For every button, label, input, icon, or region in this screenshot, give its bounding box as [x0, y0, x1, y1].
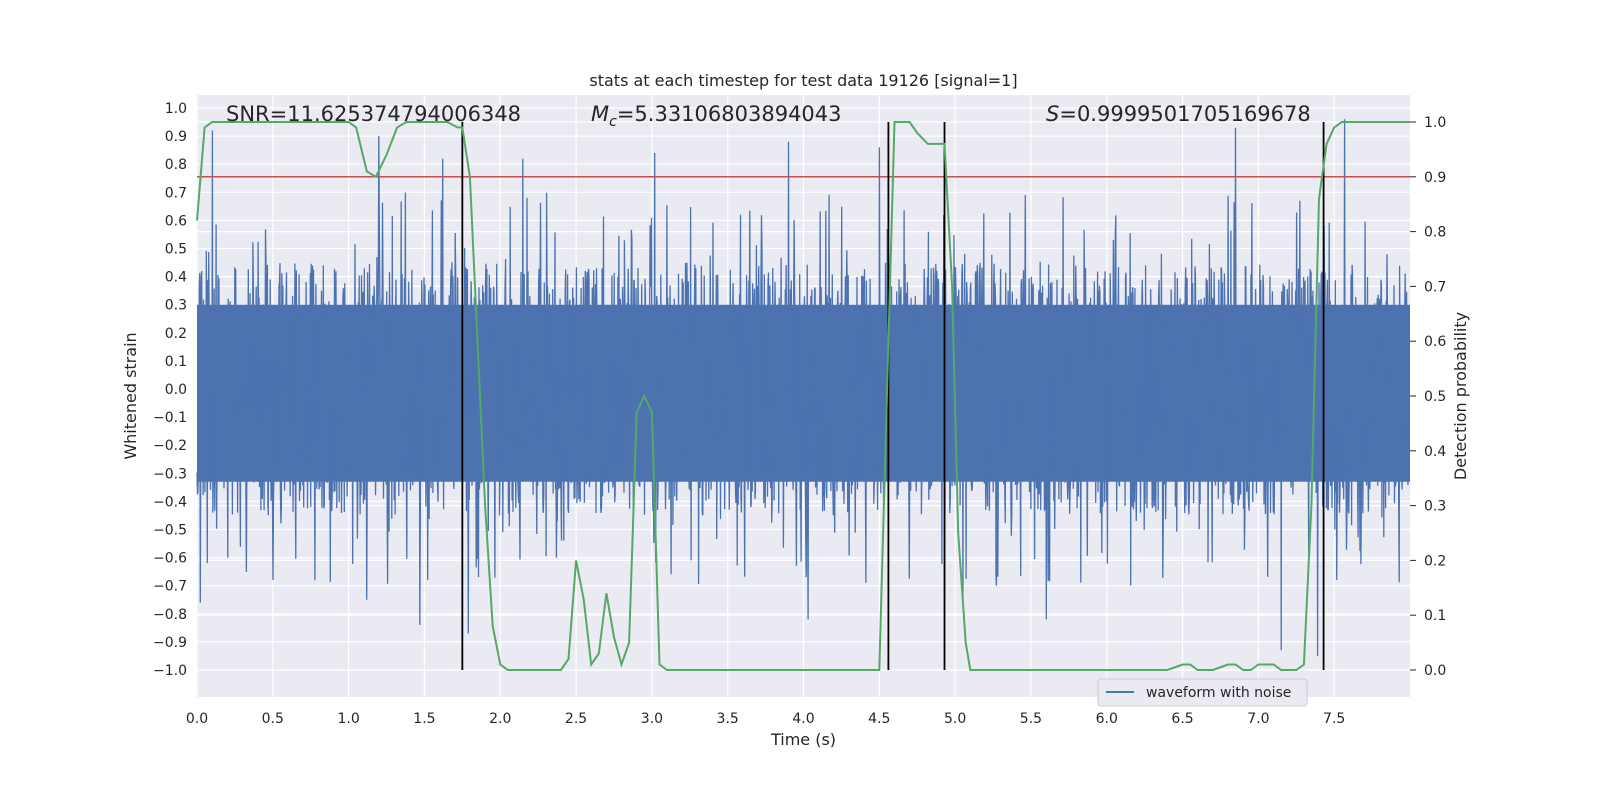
- y-left-tick-label: −0.8: [153, 607, 187, 623]
- y-right-tick-label: 0.1: [1424, 608, 1446, 624]
- legend-label: waveform with noise: [1146, 685, 1291, 701]
- s-symbol: S: [1046, 102, 1059, 126]
- x-axis-ticks: 0.0 0.5 1.0 1.5 2.0 2.5 3.0 3.5 4.0 4.5 5.0 5.5 6.0 6…: [186, 711, 1345, 727]
- y-left-tick-label: −0.4: [153, 494, 187, 510]
- y-left-tick-label: 0.3: [165, 298, 187, 314]
- y-left-tick-label: −0.7: [153, 579, 187, 595]
- x-axis-label: Time (s): [770, 730, 836, 749]
- y-left-axis-ticks: 1.0 0.9 0.8 0.7 0.6 0.5 0.4 0.3 0.2 0.1 0.0 −0.1 −0.…: [153, 101, 187, 679]
- s-value: =0.9999501705169678: [1059, 102, 1310, 126]
- x-tick-label: 4.5: [868, 711, 890, 727]
- x-tick-label: 6.5: [1171, 711, 1193, 727]
- y-right-tick-label: 0.4: [1424, 444, 1446, 460]
- y-left-tick-label: 0.7: [165, 185, 187, 201]
- x-tick-label: 5.5: [1020, 711, 1042, 727]
- mc-symbol: M: [591, 102, 609, 126]
- x-tick-label: 1.0: [337, 711, 359, 727]
- y-left-tick-label: 0.0: [165, 382, 187, 398]
- x-tick-label: 7.5: [1323, 711, 1345, 727]
- y-left-axis-label: Whitened strain: [121, 332, 140, 459]
- y-left-tick-label: 0.6: [165, 213, 187, 229]
- y-right-tick-label: 1.0: [1424, 115, 1446, 131]
- y-left-tick-label: −1.0: [153, 663, 187, 679]
- legend: waveform with noise: [1097, 678, 1308, 707]
- y-left-tick-label: −0.2: [153, 438, 187, 454]
- waveform-line: [196, 119, 1410, 656]
- x-tick-label: 4.0: [792, 711, 814, 727]
- legend-box: [1097, 678, 1308, 707]
- y-right-tick-label: 0.8: [1424, 225, 1446, 241]
- x-tick-label: 1.5: [413, 711, 435, 727]
- y-left-tick-label: 0.8: [165, 157, 187, 173]
- s-annotation: S=0.9999501705169678: [1046, 102, 1311, 126]
- probability-series: [196, 121, 1410, 671]
- x-tick-label: 2.0: [489, 711, 511, 727]
- y-right-tick-label: 0.9: [1424, 170, 1446, 186]
- y-right-tick-label: 0.0: [1424, 663, 1446, 679]
- x-tick-label: 0.0: [186, 711, 208, 727]
- x-tick-label: 3.5: [717, 711, 739, 727]
- y-right-tick-label: 0.6: [1424, 334, 1446, 350]
- chart-title: stats at each timestep for test data 191…: [589, 71, 1017, 90]
- y-left-tick-label: −0.9: [153, 635, 187, 651]
- mc-subscript: c: [609, 114, 617, 130]
- probability-line: [196, 121, 1410, 671]
- y-right-tick-label: 0.7: [1424, 279, 1446, 295]
- y-left-tick-label: 0.9: [165, 129, 187, 145]
- x-tick-label: 0.5: [262, 711, 284, 727]
- y-left-tick-label: −0.6: [153, 551, 187, 567]
- x-tick-label: 6.0: [1096, 711, 1118, 727]
- y-left-tick-label: −0.5: [153, 523, 187, 539]
- y-left-tick-label: 0.4: [165, 270, 187, 286]
- y-right-tick-label: 0.2: [1424, 553, 1446, 569]
- y-left-tick-label: 0.2: [165, 326, 187, 342]
- y-left-tick-label: 0.1: [165, 354, 187, 370]
- x-tick-label: 5.0: [944, 711, 966, 727]
- y-right-axis-ticks: 1.0 0.9 0.8 0.7 0.6 0.5 0.4 0.3 0.2 0.1 0.0: [1410, 115, 1446, 679]
- snr-annotation: SNR=11.625374794006348: [226, 102, 521, 126]
- y-right-tick-label: 0.3: [1424, 499, 1446, 515]
- y-right-axis-label: Detection probability: [1451, 312, 1470, 480]
- x-tick-label: 2.5: [565, 711, 587, 727]
- waveform-series: [196, 119, 1410, 656]
- x-tick-label: 3.0: [641, 711, 663, 727]
- y-left-tick-label: −0.3: [153, 466, 187, 482]
- y-left-tick-label: 0.5: [165, 242, 187, 258]
- y-right-tick-label: 0.5: [1424, 389, 1446, 405]
- vertical-markers: [461, 122, 1325, 670]
- mc-annotation: Mc=5.33106803894043: [591, 102, 842, 130]
- y-left-tick-label: −0.1: [153, 410, 187, 426]
- y-left-tick-label: 1.0: [165, 101, 187, 117]
- x-tick-label: 7.0: [1247, 711, 1269, 727]
- mc-value: =5.33106803894043: [617, 102, 842, 126]
